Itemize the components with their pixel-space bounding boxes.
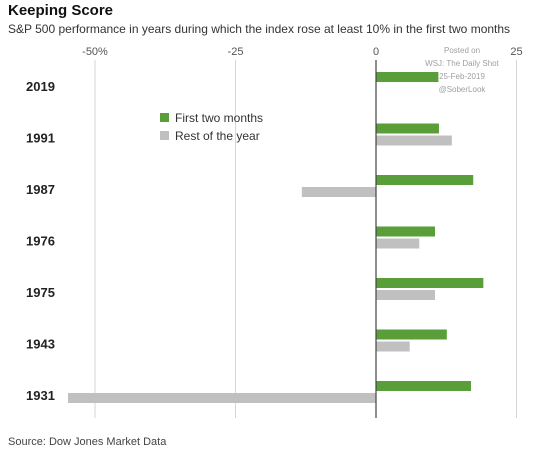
bar-first-two-months: [376, 123, 439, 134]
source-note: Source: Dow Jones Market Data: [8, 436, 167, 448]
chart-subtitle: S&P 500 performance in years during whic…: [8, 22, 511, 36]
watermark-line: WSJ: The Daily Shot: [425, 59, 499, 68]
bar-first-two-months: [376, 329, 447, 340]
bars: [68, 72, 484, 403]
bar-first-two-months: [376, 226, 436, 237]
category-label: 1987: [26, 182, 55, 197]
watermark-line: 25-Feb-2019: [439, 72, 485, 81]
legend-swatch-first-two-months: [160, 113, 169, 122]
chart-title: Keeping Score: [8, 2, 114, 19]
category-label: 1931: [26, 388, 55, 403]
category-label: 1943: [26, 337, 55, 352]
x-tick-label: 25: [510, 46, 522, 58]
x-tick-label: 0: [373, 46, 379, 58]
legend-label-rest-of-year: Rest of the year: [175, 129, 260, 143]
watermark-line: @SoberLook: [438, 85, 486, 94]
bar-first-two-months: [376, 381, 471, 391]
watermark-line: Posted on: [443, 46, 481, 55]
legend: First two months Rest of the year: [160, 111, 263, 143]
category-label: 1991: [26, 131, 55, 146]
category-labels: 2019 1991 1987 1976 1975 1943 1931: [26, 79, 55, 403]
x-tick-label: -50%: [82, 46, 108, 58]
bar-first-two-months: [376, 175, 474, 185]
x-axis-ticks: -50% -25 0 25: [82, 46, 522, 58]
bar-rest-of-year: [376, 290, 436, 300]
bar-rest-of-year: [376, 341, 410, 352]
bar-rest-of-year: [376, 135, 452, 146]
x-tick-label: -25: [228, 46, 244, 58]
watermark: Posted on WSJ: The Daily Shot 25-Feb-201…: [412, 44, 512, 96]
legend-label-first-two-months: First two months: [175, 111, 263, 125]
gridlines: [94, 60, 517, 418]
category-label: 1975: [26, 285, 55, 300]
category-label: 1976: [26, 234, 55, 249]
legend-swatch-rest-of-year: [160, 131, 169, 140]
bar-first-two-months: [376, 278, 484, 288]
bar-first-two-months: [376, 72, 439, 82]
category-label: 2019: [26, 79, 55, 94]
bar-rest-of-year: [301, 187, 376, 197]
bar-rest-of-year: [68, 393, 377, 403]
bar-rest-of-year: [376, 238, 420, 249]
